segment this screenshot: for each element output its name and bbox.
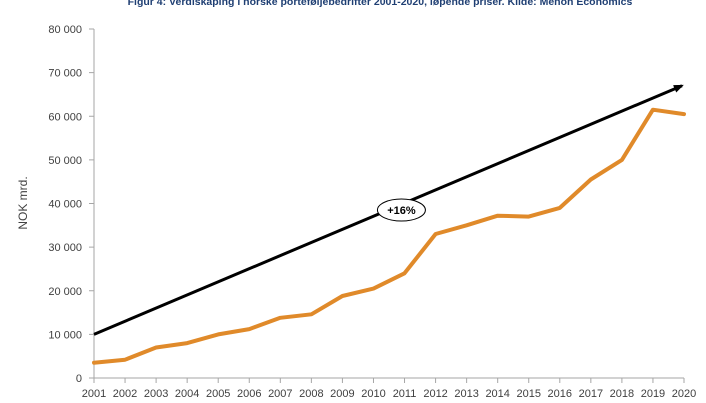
x-tick-label: 2006 bbox=[237, 388, 261, 400]
x-tick-label: 2001 bbox=[82, 388, 106, 400]
y-tick-label: 70 000 bbox=[48, 68, 82, 80]
y-tick-label: 30 000 bbox=[48, 242, 82, 254]
y-axis-label: NOK mrd. bbox=[16, 176, 30, 229]
y-tick-label: 10 000 bbox=[48, 329, 82, 341]
chart-title: Figur 4: Verdiskaping i norske portefølj… bbox=[128, 0, 633, 8]
y-tick-label: 60 000 bbox=[48, 111, 82, 123]
x-tick-label: 2012 bbox=[423, 388, 447, 400]
x-tick-label: 2019 bbox=[641, 388, 665, 400]
x-tick-label: 2009 bbox=[330, 388, 354, 400]
x-tick-label: 2004 bbox=[175, 388, 199, 400]
y-tick-label: 0 bbox=[76, 373, 82, 385]
x-tick-label: 2020 bbox=[672, 388, 696, 400]
x-tick-label: 2018 bbox=[610, 388, 634, 400]
annotation-label: +16% bbox=[387, 205, 416, 217]
x-tick-label: 2005 bbox=[206, 388, 230, 400]
x-tick-label: 2002 bbox=[113, 388, 137, 400]
series-line bbox=[92, 107, 686, 365]
x-tick-label: 2015 bbox=[516, 388, 540, 400]
x-tick-label: 2011 bbox=[393, 388, 417, 400]
x-tick-label: 2008 bbox=[299, 388, 323, 400]
x-tick-label: 2016 bbox=[548, 388, 572, 400]
y-tick-label: 80 000 bbox=[48, 24, 82, 36]
y-tick-label: 20 000 bbox=[48, 286, 82, 298]
annotation-ellipse bbox=[376, 198, 426, 222]
x-tick-label: 2017 bbox=[579, 388, 603, 400]
x-tick-label: 2003 bbox=[144, 388, 168, 400]
x-tick-label: 2007 bbox=[268, 388, 292, 400]
y-tick-label: 40 000 bbox=[48, 199, 82, 211]
x-tick-label: 2010 bbox=[361, 388, 385, 400]
y-tick-label: 50 000 bbox=[48, 155, 82, 167]
x-tick-label: 2014 bbox=[485, 388, 509, 400]
x-tick-label: 2013 bbox=[454, 388, 478, 400]
